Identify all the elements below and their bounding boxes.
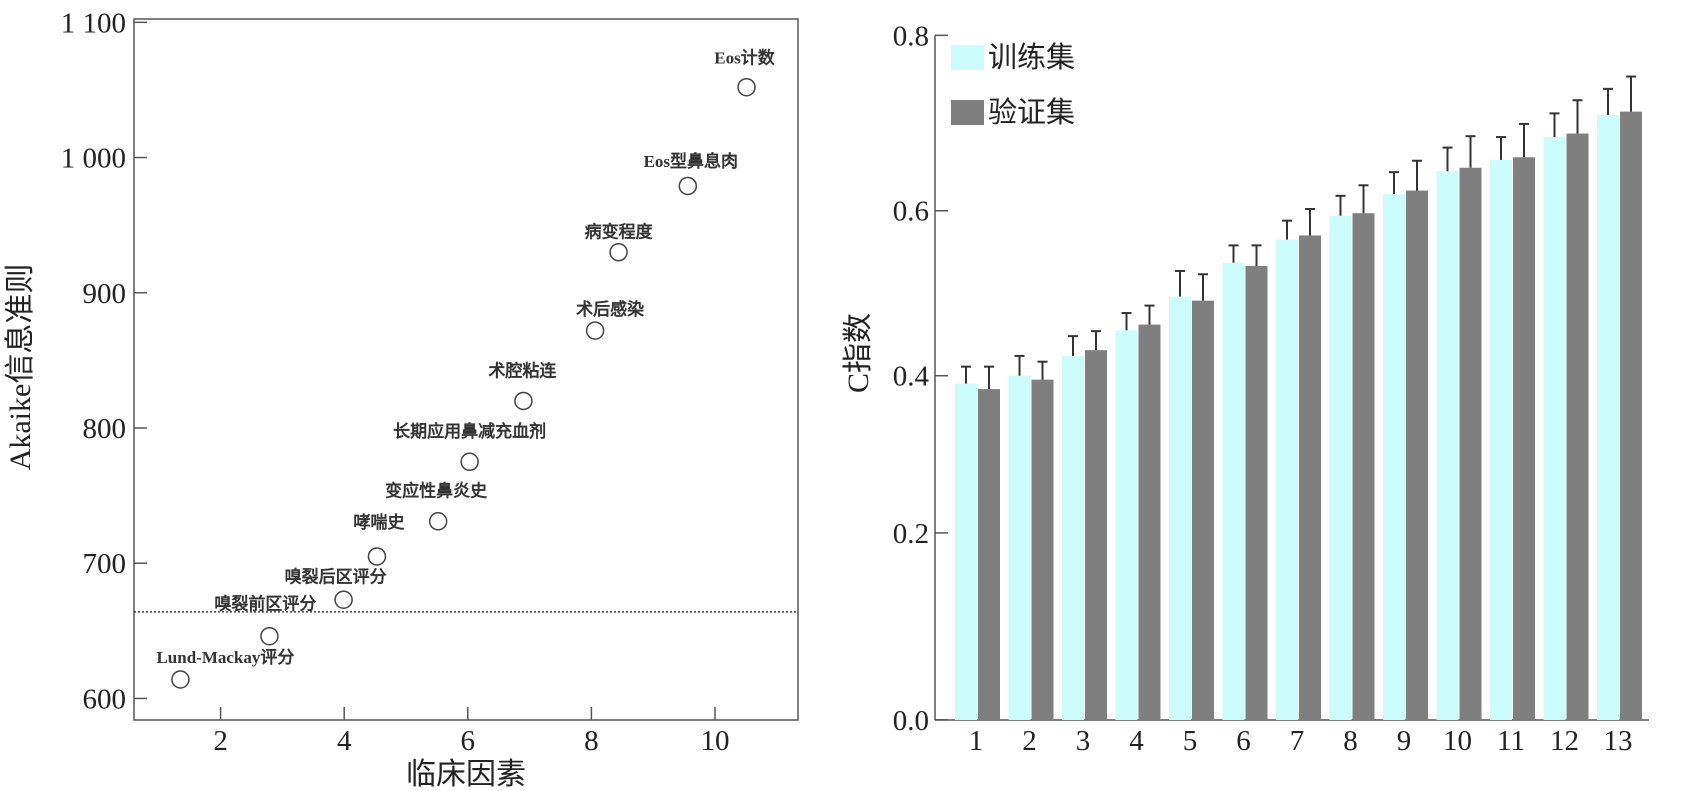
- bar-validation: [1031, 379, 1054, 720]
- bar-train: [1115, 330, 1138, 720]
- bar-train: [955, 383, 977, 720]
- data-point: [514, 391, 533, 411]
- bar-validation: [1138, 324, 1161, 720]
- right-y-tick-label: 0.6: [893, 196, 929, 228]
- bar-validation: [1299, 235, 1321, 721]
- data-point: [171, 670, 190, 689]
- right-x-tick-label: 1: [969, 725, 984, 757]
- bar-validation: [1566, 133, 1589, 721]
- left-y-axis-title: Akaike信息准则: [4, 264, 37, 471]
- point-label: 术腔粘连: [488, 360, 557, 380]
- right-y-axis-title: C指数: [842, 313, 875, 393]
- left-plot-frame: [133, 18, 799, 721]
- bar-train: [1383, 194, 1405, 720]
- left-y-tick-label: 600: [83, 683, 127, 715]
- legend-label-train: 训练集: [988, 41, 1075, 74]
- left-y-tick-label: 700: [83, 548, 127, 580]
- bar-train: [1008, 375, 1031, 720]
- data-point: [428, 512, 448, 531]
- right-x-tick-label: 5: [1183, 725, 1198, 757]
- right-y-tick-label: 0.0: [893, 705, 929, 737]
- right-x-tick-label: 13: [1604, 725, 1633, 757]
- left-y-tick-label: 900: [83, 278, 127, 310]
- right-x-tick-label: 3: [1076, 725, 1091, 757]
- point-label: Lund-Mackay评分: [156, 648, 294, 667]
- data-point: [678, 176, 698, 196]
- point-label: Eos型鼻息肉: [644, 151, 738, 171]
- data-point: [460, 452, 479, 472]
- bar-validation: [1459, 167, 1482, 720]
- bar-train: [1597, 115, 1619, 720]
- legend: 训练集 验证集: [951, 41, 1075, 129]
- right-x-tick-label: 12: [1550, 725, 1579, 757]
- bar-validation: [1352, 213, 1375, 721]
- right-x-tick-label: 9: [1397, 725, 1412, 757]
- legend-label-validation: 验证集: [988, 96, 1075, 129]
- bar-validation: [1192, 300, 1214, 720]
- right-x-tick-label: 7: [1290, 725, 1305, 757]
- right-x-tick-label: 8: [1343, 725, 1358, 757]
- data-point: [585, 321, 605, 340]
- left-x-tick-label: 4: [337, 725, 352, 757]
- point-label: 嗅裂前区评分: [214, 594, 316, 614]
- point-label: 术后感染: [576, 299, 644, 319]
- right-x-tick-label: 11: [1497, 725, 1525, 757]
- point-label: 长期应用鼻减充血剂: [393, 421, 546, 441]
- data-point: [367, 547, 387, 566]
- left-y-tick-label: 800: [83, 413, 127, 445]
- left-x-tick-label: 6: [461, 725, 476, 757]
- left-y-tick-label: 1 100: [61, 7, 126, 39]
- data-point: [334, 590, 353, 609]
- bar-validation: [1513, 157, 1535, 721]
- data-point: [737, 77, 756, 97]
- left-y-tick-label: 1 000: [61, 143, 126, 175]
- legend-swatch-validation: [951, 100, 984, 125]
- point-label: 变应性鼻炎史: [385, 481, 488, 501]
- bar-train: [1329, 215, 1352, 721]
- right-y-tick-label: 0.4: [893, 361, 930, 393]
- bar-train: [1490, 159, 1512, 721]
- right-x-tick-label: 2: [1022, 725, 1037, 757]
- right-x-tick-label: 6: [1236, 725, 1251, 757]
- bar-train: [1169, 296, 1191, 720]
- bar-train: [1543, 137, 1566, 720]
- left-x-axis-title: 临床因素: [406, 758, 526, 791]
- left-x-tick-label: 10: [701, 725, 730, 757]
- c-index-bar-chart: C指数 训练集 验证集 0.00.20.40.60.81 2 3 4 5 6 7 8 9 10 11…: [842, 20, 1649, 757]
- point-label: 哮喘史: [353, 512, 405, 532]
- point-label: 嗅裂后区评分: [285, 566, 387, 586]
- left-x-tick-label: 2: [213, 725, 228, 757]
- bar-train: [1222, 262, 1245, 720]
- bar-validation: [1406, 190, 1428, 720]
- right-x-tick-label: 10: [1443, 725, 1472, 757]
- bar-train: [1436, 171, 1459, 721]
- right-x-tick-label: 4: [1129, 725, 1144, 757]
- bar-train: [1062, 355, 1084, 720]
- bar-validation: [1085, 350, 1107, 720]
- point-label: 病变程度: [585, 222, 654, 242]
- point-label: Eos计数: [714, 47, 775, 67]
- right-y-tick-label: 0.2: [893, 518, 929, 550]
- bar-train: [1276, 239, 1298, 720]
- bar-validation: [978, 389, 1000, 720]
- data-point: [609, 242, 628, 262]
- bar-validation: [1620, 111, 1642, 721]
- left-x-tick-label: 8: [584, 725, 599, 757]
- bar-validation: [1245, 266, 1268, 720]
- right-y-tick-label: 0.8: [893, 20, 929, 52]
- aic-scatter-chart: 临床因素 Akaike信息准则 600 700 800 900 1 000 1 100 2 4…: [4, 7, 799, 791]
- data-point: [260, 626, 279, 646]
- legend-swatch-train: [951, 45, 984, 70]
